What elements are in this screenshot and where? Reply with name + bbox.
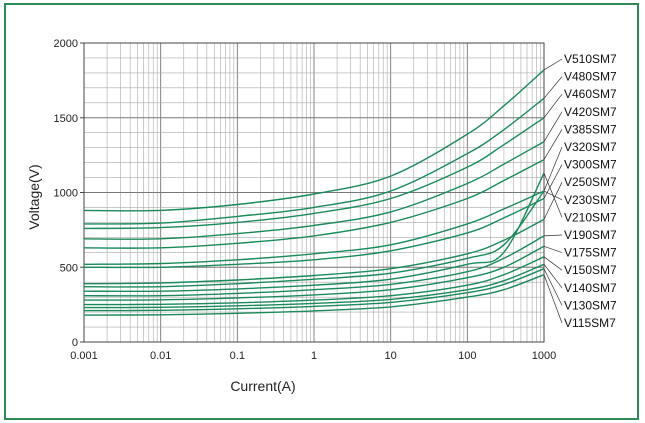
x-tick-label: 0.1: [230, 350, 245, 362]
series-label-v150sm7: V150SM7: [564, 263, 617, 277]
y-axis-label: Voltage(V): [26, 164, 42, 229]
label-leader: [543, 245, 563, 253]
series-label-v175sm7: V175SM7: [564, 246, 617, 260]
series-line-v190sm7: [83, 235, 545, 297]
y-tick-label: 1500: [54, 113, 78, 125]
label-leader: [543, 234, 563, 237]
series-line-v460sm7: [83, 117, 545, 230]
label-leader: [543, 76, 563, 99]
x-tick-label: 10: [385, 350, 397, 362]
y-tick-label: 1000: [54, 188, 78, 200]
series-line-v320sm7: [83, 190, 545, 265]
series-label-v480sm7: V480SM7: [564, 70, 617, 84]
x-tick-label: 0.001: [70, 350, 98, 362]
series-label-v250sm7: V250SM7: [564, 175, 617, 189]
label-leader: [543, 256, 563, 271]
series-label-v190sm7: V190SM7: [564, 228, 617, 242]
series-label-v210sm7: V210SM7: [564, 210, 617, 224]
series-line-v420sm7: [83, 141, 545, 240]
label-leader: [543, 182, 563, 220]
series-line-v175sm7: [83, 245, 545, 301]
tick-labels: 0 500 1000 1500 2000 0.001 0.01 0.1 1 10 100 1000: [54, 38, 557, 362]
series-label-v300sm7: V300SM7: [564, 158, 617, 172]
series-label-v320sm7: V320SM7: [564, 140, 617, 154]
grid: [83, 42, 545, 343]
series-line-v250sm7: [83, 218, 545, 285]
series-line-v510sm7: [83, 69, 545, 212]
label-leader: [543, 93, 563, 118]
label-leader: [543, 129, 563, 160]
series-label-v130sm7: V130SM7: [564, 298, 617, 312]
x-tick-label: 1: [311, 350, 317, 362]
label-leader: [543, 172, 563, 218]
chart-frame: V510SM7 V480SM7 V460SM7 V420SM7 V385SM7 V320S…: [4, 3, 639, 420]
series-label-v510sm7: V510SM7: [564, 52, 617, 66]
label-leader: [543, 146, 563, 192]
series-line-v130sm7: [83, 268, 545, 312]
series-label-v115sm7: V115SM7: [564, 316, 616, 330]
series-line-v140sm7: [83, 263, 545, 309]
label-leaders: [543, 58, 563, 324]
series-line-v150sm7: [83, 256, 545, 306]
series-label-v140sm7: V140SM7: [564, 281, 617, 295]
voltage-current-chart: V510SM7 V480SM7 V460SM7 V420SM7 V385SM7 V320S…: [26, 38, 617, 394]
series-line-v385sm7: [83, 158, 545, 249]
label-leader: [543, 58, 563, 71]
series-label-v420sm7: V420SM7: [564, 105, 617, 119]
label-leader: [543, 264, 563, 289]
x-tick-label: 0.01: [150, 350, 171, 362]
series-lines: [83, 69, 545, 316]
y-tick-label: 500: [60, 262, 78, 274]
y-tick-label: 0: [72, 337, 78, 349]
label-leader: [543, 268, 563, 306]
x-tick-label: 1000: [532, 350, 556, 362]
series-line-v115sm7: [83, 274, 545, 316]
series-line-v210sm7: [83, 172, 545, 293]
series-label-v230sm7: V230SM7: [564, 193, 617, 207]
label-leader: [543, 111, 563, 142]
series-line-v300sm7: [83, 197, 545, 269]
series-line-v480sm7: [83, 97, 545, 225]
x-tick-label: 100: [458, 350, 476, 362]
series-line-v230sm7: [83, 190, 545, 288]
series-label-v460sm7: V460SM7: [564, 87, 617, 101]
series-label-v385sm7: V385SM7: [564, 122, 617, 136]
label-leader: [543, 274, 563, 324]
x-axis-label: Current(A): [230, 378, 295, 394]
y-tick-label: 2000: [54, 38, 78, 50]
series-labels: V510SM7 V480SM7 V460SM7 V420SM7 V385SM7 V320S…: [564, 52, 617, 330]
